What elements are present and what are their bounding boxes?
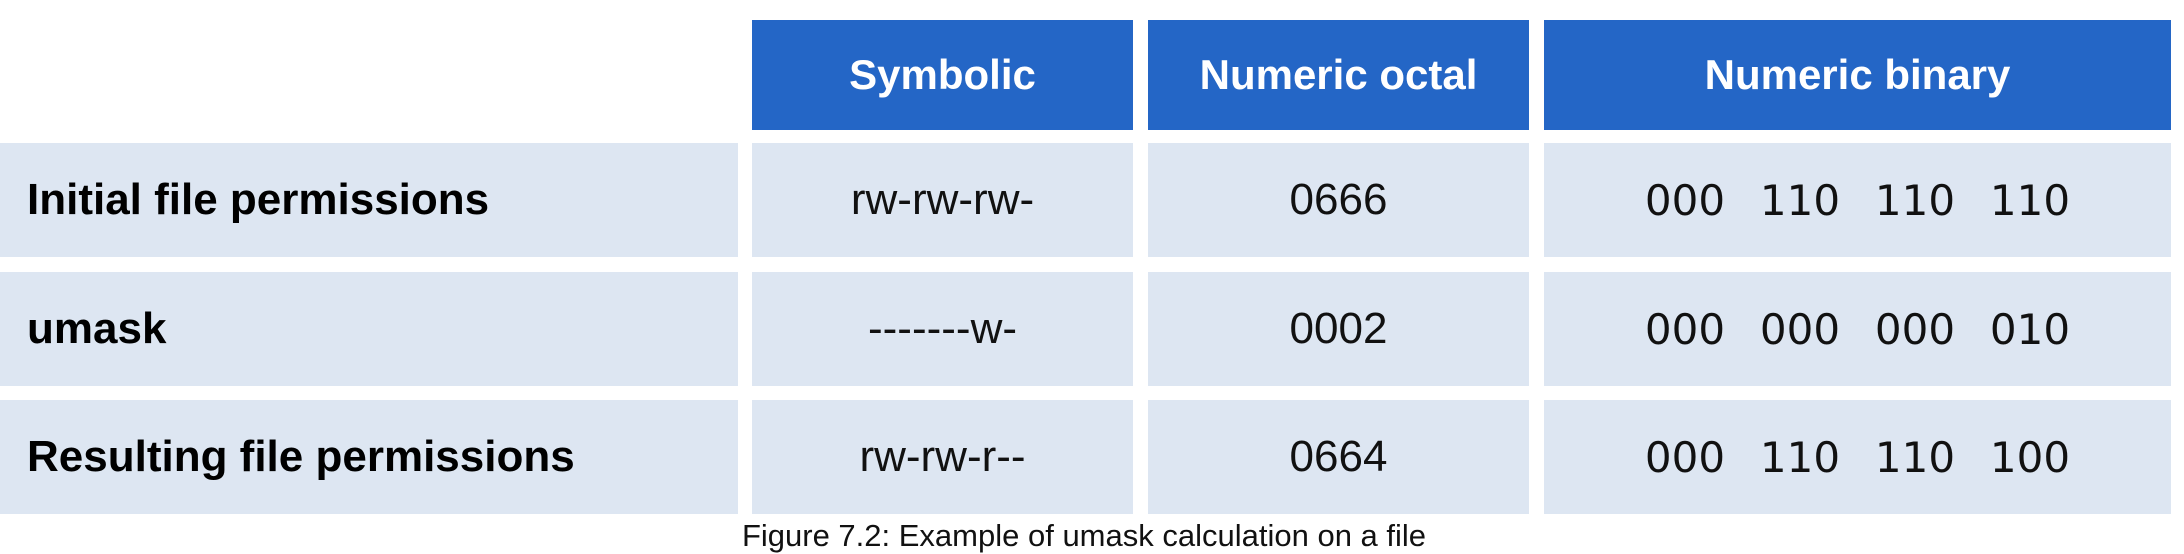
binary-group: 110 [1874,175,1956,225]
binary-group: 000 [1644,432,1726,482]
header-numeric-binary: Numeric binary [1544,20,2171,130]
binary-group: 000 [1874,304,1956,354]
binary-group: 110 [1759,432,1841,482]
binary-group: 110 [1989,175,2071,225]
symbolic-value: rw-rw-rw- [752,143,1133,257]
octal-value: 0666 [1148,143,1529,257]
octal-value: 0664 [1148,400,1529,514]
binary-group: 100 [1989,432,2071,482]
header-symbolic: Symbolic [752,20,1133,130]
binary-group: 110 [1759,175,1841,225]
octal-value: 0002 [1148,272,1529,386]
symbolic-value: -------w- [752,272,1133,386]
binary-value: 000 110 110 110 [1544,143,2171,257]
binary-group: 000 [1644,175,1726,225]
header-numeric-octal: Numeric octal [1148,20,1529,130]
symbolic-value: rw-rw-r-- [752,400,1133,514]
binary-group: 010 [1989,304,2071,354]
figure-caption: Figure 7.2: Example of umask calculation… [741,518,1427,553]
binary-group: 110 [1874,432,1956,482]
row-label-resulting-permissions: Resulting file permissions [0,400,738,514]
row-label-umask: umask [0,272,738,386]
binary-group: 000 [1759,304,1841,354]
row-label-initial-permissions: Initial file permissions [0,143,738,257]
binary-value: 000 110 110 100 [1544,400,2171,514]
binary-value: 000 000 000 010 [1544,272,2171,386]
binary-group: 000 [1644,304,1726,354]
